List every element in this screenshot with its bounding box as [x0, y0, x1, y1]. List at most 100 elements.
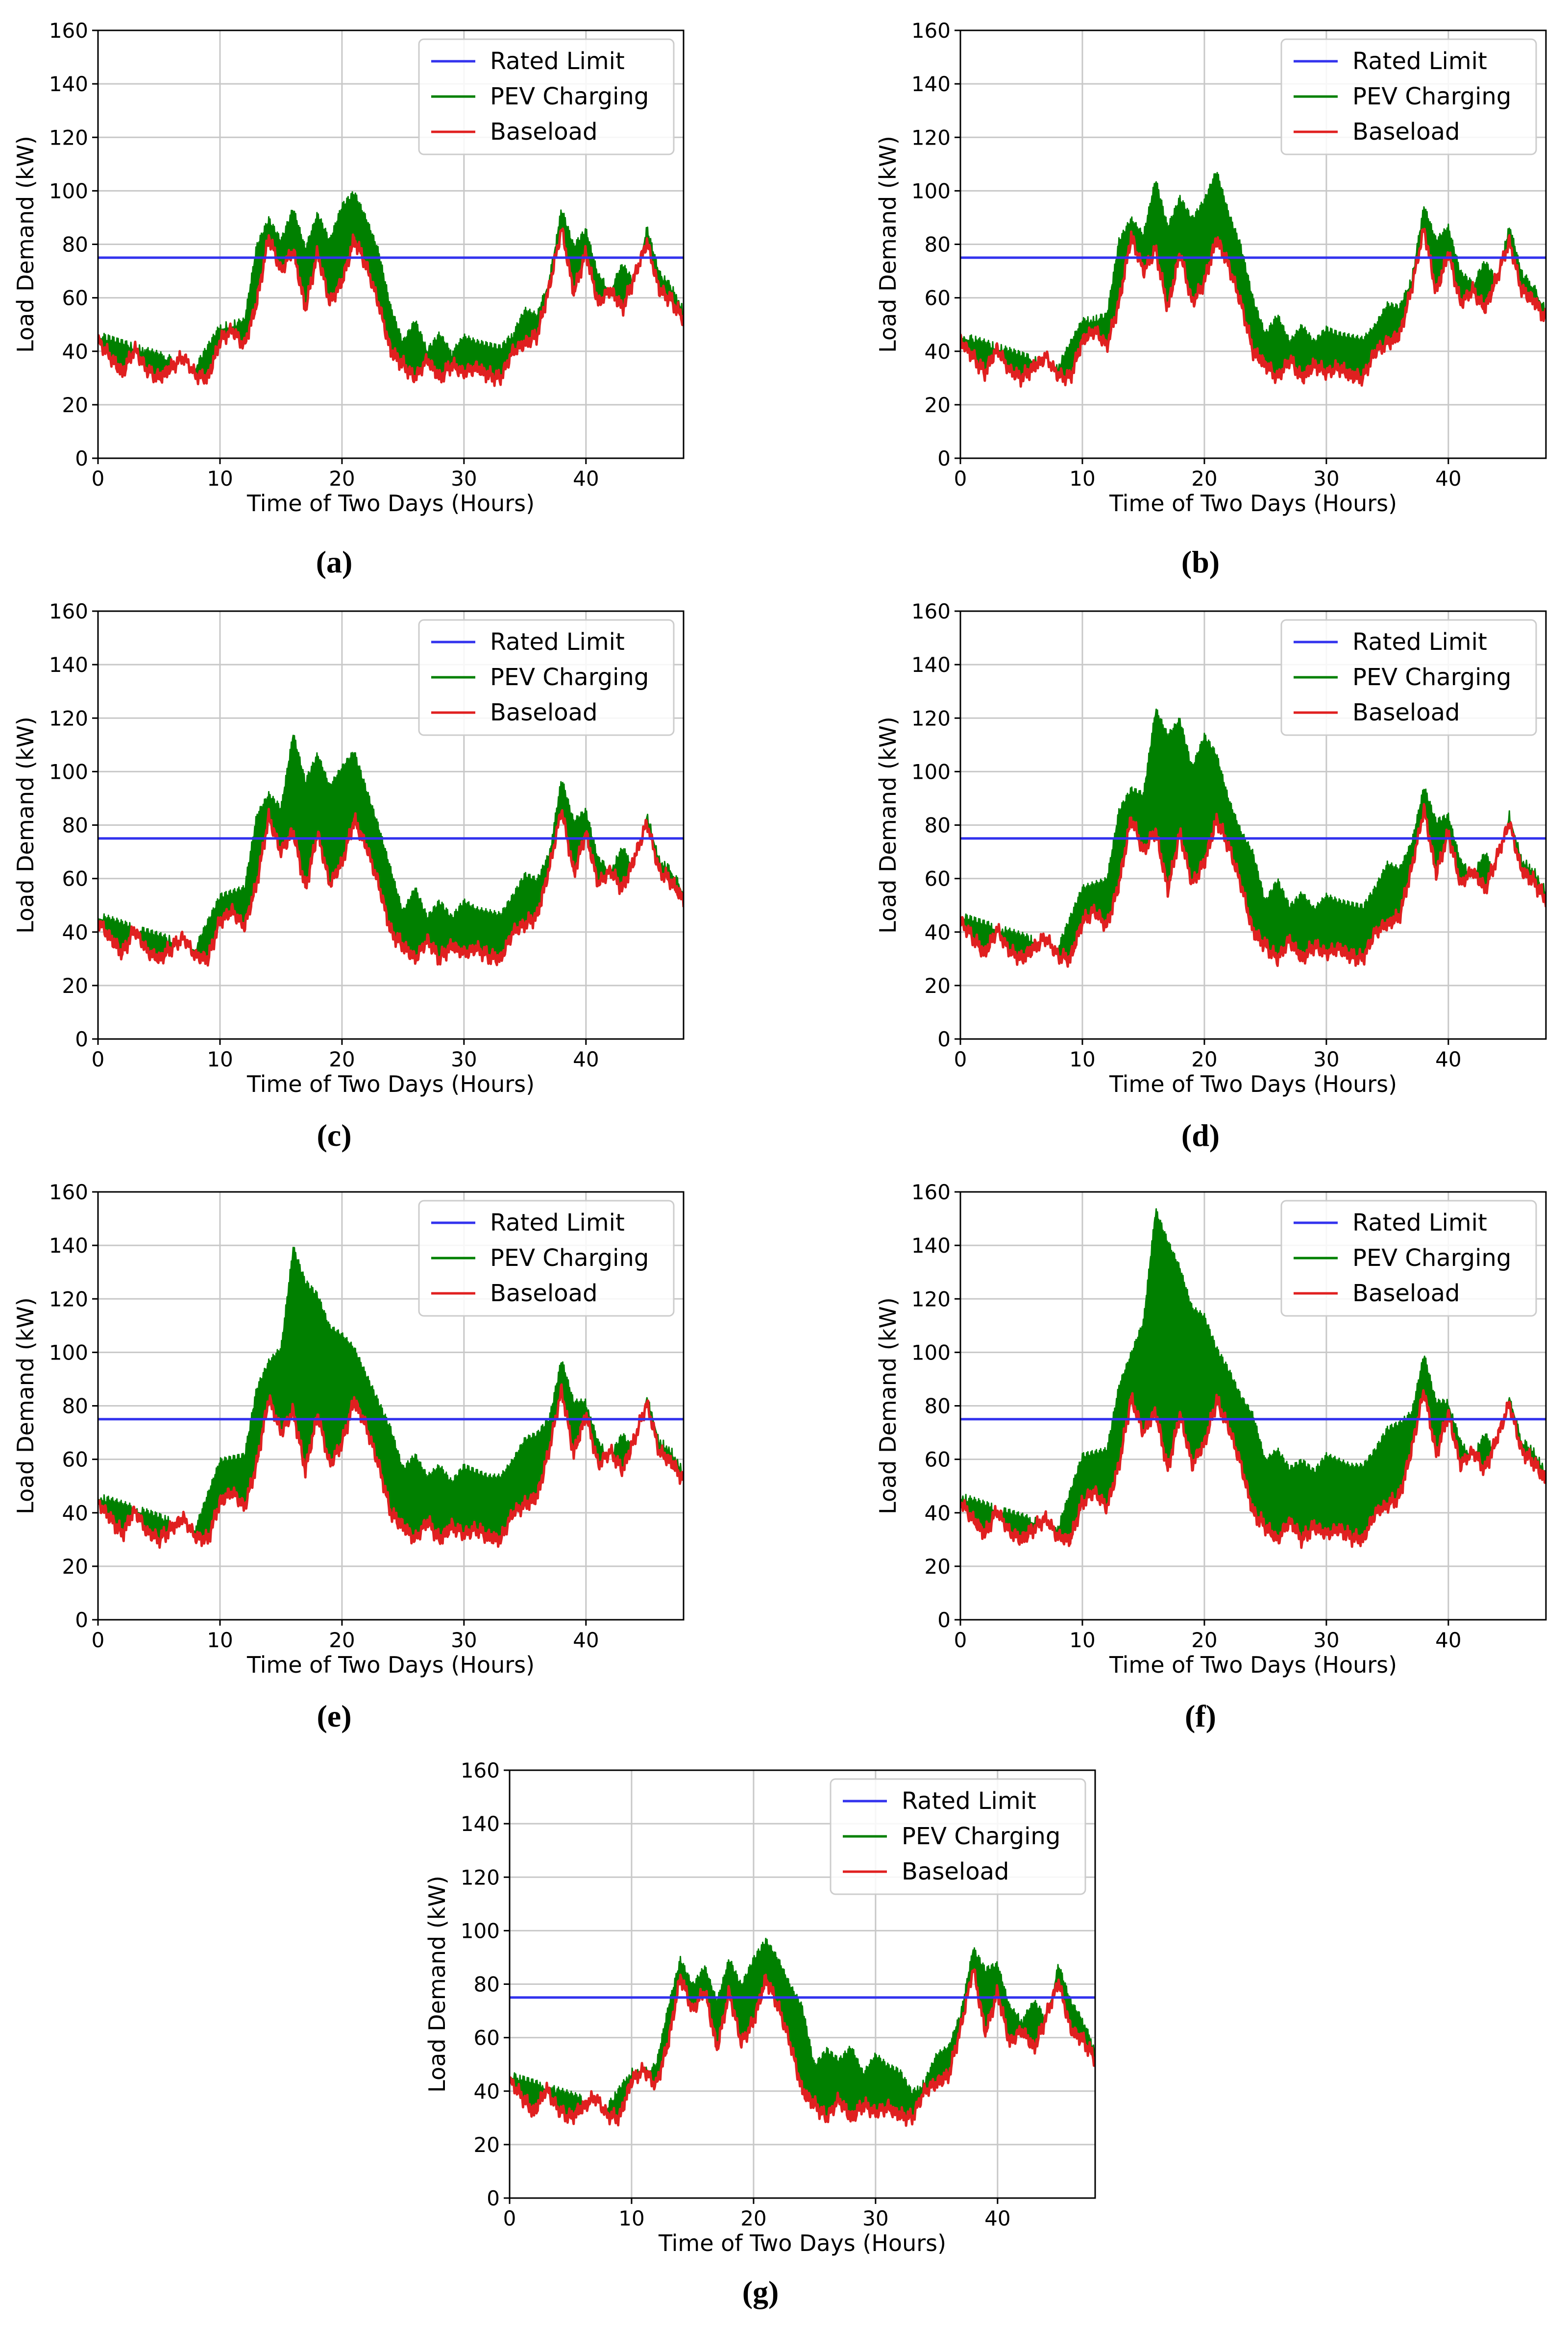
x-tick-label-10: 10: [207, 1047, 233, 1071]
chart-panel-c: 0 10 20 30 40 0 20 40 60 80 100 120 140 160 Time of Tw…: [0, 591, 735, 1130]
y-axis-label: Load Demand (kW): [424, 1876, 450, 2093]
y-tick-label-120: 120: [49, 706, 88, 730]
y-tick-label-160: 160: [911, 19, 951, 43]
x-axis-label: Time of Two Days (Hours): [658, 2230, 946, 2256]
x-tick-label-30: 30: [451, 467, 477, 491]
legend-box: [418, 38, 675, 155]
legend-label-pev-charging: PEV Charging: [490, 1244, 649, 1272]
x-tick-label-40: 40: [573, 1628, 599, 1652]
y-axis-label: Load Demand (kW): [12, 717, 39, 934]
y-tick-label-20: 20: [62, 393, 88, 417]
x-tick-label-10: 10: [207, 467, 233, 491]
y-tick-label-0: 0: [937, 1608, 951, 1632]
data-area: [98, 191, 684, 387]
y-tick-label-80: 80: [62, 814, 88, 838]
y-tick-label-0: 0: [937, 446, 951, 470]
x-tick-label-30: 30: [451, 1628, 477, 1652]
legend-box: [1280, 1200, 1537, 1317]
x-tick-label-0: 0: [92, 467, 105, 491]
y-axis-label: Load Demand (kW): [12, 1297, 39, 1514]
legend-label-pev-charging: PEV Charging: [1352, 1244, 1511, 1272]
x-tick-label-40: 40: [573, 1047, 599, 1071]
x-tick-label-30: 30: [862, 2206, 888, 2230]
y-tick-label-120: 120: [911, 1287, 951, 1311]
legend-label-pev-charging: PEV Charging: [1352, 83, 1511, 110]
y-tick-label-160: 160: [49, 1180, 88, 1204]
legend-label-baseload: Baseload: [1352, 699, 1460, 726]
y-tick-label-40: 40: [925, 1501, 951, 1525]
y-tick-label-0: 0: [487, 2186, 500, 2210]
x-tick-label-0: 0: [954, 467, 967, 491]
x-tick-label-10: 10: [618, 2206, 644, 2230]
y-tick-label-40: 40: [474, 2079, 500, 2103]
legend-label-pev-charging: PEV Charging: [1352, 664, 1511, 691]
y-tick-label-60: 60: [474, 2026, 500, 2050]
x-tick-label-10: 10: [1069, 1628, 1095, 1652]
legend-label-rated-limit: Rated Limit: [902, 1787, 1036, 1815]
x-tick-label-30: 30: [1313, 1628, 1339, 1652]
caption-a: (a): [316, 544, 353, 579]
legend-label-baseload: Baseload: [490, 118, 597, 146]
caption-e: (e): [317, 1699, 352, 1733]
x-tick-label-10: 10: [1069, 467, 1095, 491]
data-area: [960, 1208, 1546, 1549]
x-tick-label-10: 10: [1069, 1047, 1095, 1071]
y-tick-label-20: 20: [474, 2133, 500, 2157]
y-tick-label-40: 40: [62, 920, 88, 944]
y-tick-label-20: 20: [925, 1555, 951, 1579]
data-area: [98, 1246, 684, 1549]
x-axis-label: Time of Two Days (Hours): [1109, 1071, 1397, 1097]
y-axis-label: Load Demand (kW): [875, 136, 901, 353]
y-tick-label-140: 140: [461, 1812, 500, 1836]
legend-label-pev-charging: PEV Charging: [902, 1823, 1060, 1850]
x-tick-label-20: 20: [1191, 1047, 1217, 1071]
y-tick-label-20: 20: [925, 974, 951, 998]
y-tick-label-100: 100: [911, 760, 951, 784]
data-area: [960, 708, 1546, 968]
y-tick-label-80: 80: [925, 1394, 951, 1418]
x-tick-label-30: 30: [1313, 1047, 1339, 1071]
y-tick-label-160: 160: [911, 599, 951, 623]
y-tick-label-140: 140: [49, 72, 88, 96]
legend-box: [1280, 619, 1537, 736]
y-tick-label-120: 120: [911, 706, 951, 730]
y-tick-label-120: 120: [49, 1287, 88, 1311]
x-axis-label: Time of Two Days (Hours): [1109, 1652, 1397, 1678]
data-area: [98, 735, 684, 967]
y-tick-label-20: 20: [925, 393, 951, 417]
y-tick-label-140: 140: [911, 653, 951, 677]
series-baseload: [960, 227, 1546, 388]
legend-box: [418, 1200, 675, 1317]
x-tick-label-0: 0: [954, 1047, 967, 1071]
legend-label-baseload: Baseload: [1352, 1280, 1460, 1307]
legend-label-rated-limit: Rated Limit: [490, 628, 625, 656]
legend-label-pev-charging: PEV Charging: [490, 664, 649, 691]
legend-label-rated-limit: Rated Limit: [1352, 48, 1487, 75]
x-tick-label-40: 40: [573, 467, 599, 491]
chart-d-svg: 0 10 20 30 40 0 20 40 60 80 100 120 140 160 Time of Tw…: [875, 599, 1547, 1097]
y-tick-label-140: 140: [49, 653, 88, 677]
series-baseload: [510, 1968, 1095, 2127]
legend-label-baseload: Baseload: [490, 699, 597, 726]
y-tick-label-80: 80: [474, 1973, 500, 1997]
legend-label-rated-limit: Rated Limit: [490, 48, 625, 75]
y-tick-label-140: 140: [911, 1234, 951, 1258]
x-axis-label: Time of Two Days (Hours): [246, 490, 535, 517]
chart-panel-f: 0 10 20 30 40 0 20 40 60 80 100 120 140 160 Time of Tw…: [862, 1171, 1568, 1710]
y-tick-label-60: 60: [925, 867, 951, 891]
legend-label-rated-limit: Rated Limit: [490, 1209, 625, 1237]
y-tick-label-100: 100: [461, 1919, 500, 1943]
x-axis-label: Time of Two Days (Hours): [1109, 490, 1397, 517]
x-tick-label-30: 30: [451, 1047, 477, 1071]
legend-label-baseload: Baseload: [902, 1858, 1009, 1885]
x-tick-label-40: 40: [984, 2206, 1010, 2230]
y-tick-label-40: 40: [925, 920, 951, 944]
caption-c: (c): [317, 1118, 352, 1153]
legend-label-rated-limit: Rated Limit: [1352, 1209, 1487, 1237]
chart-b-svg: 0 10 20 30 40 0 20 40 60 80 100 120 140 160 Time of Tw…: [875, 19, 1547, 517]
y-axis-label: Load Demand (kW): [875, 717, 901, 934]
y-tick-label-40: 40: [62, 340, 88, 364]
y-tick-label-40: 40: [62, 1501, 88, 1525]
y-tick-label-80: 80: [925, 814, 951, 838]
data-area: [510, 1937, 1095, 2127]
